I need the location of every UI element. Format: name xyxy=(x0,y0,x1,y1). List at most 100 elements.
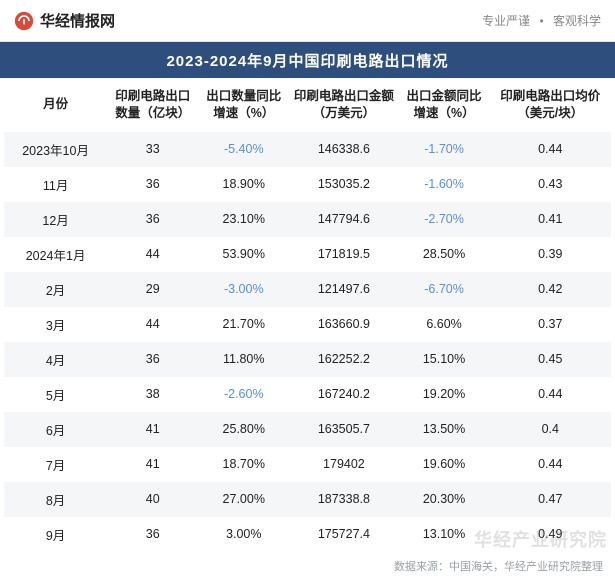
table-cell: 40 xyxy=(107,482,198,517)
table-cell: 36 xyxy=(107,202,198,237)
table-cell: 36 xyxy=(107,517,198,552)
slogan: 专业严谨 • 客观科学 xyxy=(482,12,601,29)
slogan-dot: • xyxy=(539,14,543,28)
col-header: 印刷电路出口均价（美元/块） xyxy=(490,78,611,132)
table-cell: 6月 xyxy=(4,412,107,447)
table-cell: 179402 xyxy=(289,447,398,482)
table-cell: -2.70% xyxy=(399,202,490,237)
table-cell: 11.80% xyxy=(198,342,289,377)
table-cell: -2.60% xyxy=(198,377,289,412)
table-cell: 12月 xyxy=(4,202,107,237)
slogan-b: 客观科学 xyxy=(553,14,601,28)
table-cell: 2024年1月 xyxy=(4,237,107,272)
table-cell: 41 xyxy=(107,412,198,447)
table-cell: 121497.6 xyxy=(289,272,398,307)
col-header: 月份 xyxy=(4,78,107,132)
table-cell: 0.41 xyxy=(490,202,611,237)
table-cell: 44 xyxy=(107,307,198,342)
table-row: 11月3618.90%153035.2-1.60%0.43 xyxy=(4,167,611,202)
table-cell: -6.70% xyxy=(399,272,490,307)
table-cell: 36 xyxy=(107,342,198,377)
table-cell: -1.70% xyxy=(399,132,490,167)
table-cell: 18.70% xyxy=(198,447,289,482)
table-cell: 167240.2 xyxy=(289,377,398,412)
topbar: 华经情报网 专业严谨 • 客观科学 xyxy=(0,0,615,42)
table-cell: 171819.5 xyxy=(289,237,398,272)
page-title: 2023-2024年9月中国印刷电路出口情况 xyxy=(166,50,448,71)
table-head: 月份 印刷电路出口数量（亿块） 出口数量同比增速（%） 印刷电路出口金额（万美元… xyxy=(4,78,611,132)
table-cell: 163505.7 xyxy=(289,412,398,447)
table-cell: 7月 xyxy=(4,447,107,482)
table-cell: 27.00% xyxy=(198,482,289,517)
data-source: 数据来源：中国海关，华经产业研究院整理 xyxy=(394,558,603,574)
table-cell: 0.49 xyxy=(490,517,611,552)
table-row: 5月38-2.60%167240.219.20%0.44 xyxy=(4,377,611,412)
col-header: 印刷电路出口数量（亿块） xyxy=(107,78,198,132)
table-cell: 0.4 xyxy=(490,412,611,447)
table-cell: 29 xyxy=(107,272,198,307)
table-cell: 0.44 xyxy=(490,447,611,482)
table-cell: 33 xyxy=(107,132,198,167)
table-cell: 146338.6 xyxy=(289,132,398,167)
table-cell: 2月 xyxy=(4,272,107,307)
table-row: 2024年1月4453.90%171819.528.50%0.39 xyxy=(4,237,611,272)
col-header: 出口金额同比增速（%） xyxy=(399,78,490,132)
table-cell: 18.90% xyxy=(198,167,289,202)
title-band: 2023-2024年9月中国印刷电路出口情况 xyxy=(0,42,615,78)
table-cell: 36 xyxy=(107,167,198,202)
table-cell: 0.47 xyxy=(490,482,611,517)
brand-name: 华经情报网 xyxy=(40,10,115,31)
table-cell: 13.10% xyxy=(399,517,490,552)
table-cell: 162252.2 xyxy=(289,342,398,377)
table-cell: 9月 xyxy=(4,517,107,552)
table-cell: 20.30% xyxy=(399,482,490,517)
table-cell: 2023年10月 xyxy=(4,132,107,167)
table-cell: 6.60% xyxy=(399,307,490,342)
table-cell: 44 xyxy=(107,237,198,272)
table-cell: 23.10% xyxy=(198,202,289,237)
table-cell: 0.39 xyxy=(490,237,611,272)
table-cell: 153035.2 xyxy=(289,167,398,202)
table-cell: 28.50% xyxy=(399,237,490,272)
table-cell: 8月 xyxy=(4,482,107,517)
table-row: 9月363.00%175727.413.10%0.49 xyxy=(4,517,611,552)
table-cell: 0.44 xyxy=(490,377,611,412)
table-cell: 19.20% xyxy=(399,377,490,412)
table-cell: 0.44 xyxy=(490,132,611,167)
table-body: 2023年10月33-5.40%146338.6-1.70%0.4411月361… xyxy=(4,132,611,552)
table-cell: 3.00% xyxy=(198,517,289,552)
col-header: 出口数量同比增速（%） xyxy=(198,78,289,132)
table-row: 8月4027.00%187338.820.30%0.47 xyxy=(4,482,611,517)
table-cell: 21.70% xyxy=(198,307,289,342)
table-cell: 38 xyxy=(107,377,198,412)
table-cell: 187338.8 xyxy=(289,482,398,517)
export-table: 月份 印刷电路出口数量（亿块） 出口数量同比增速（%） 印刷电路出口金额（万美元… xyxy=(4,78,611,552)
table-cell: 15.10% xyxy=(399,342,490,377)
table-cell: 0.45 xyxy=(490,342,611,377)
brand-icon xyxy=(14,11,34,31)
table-wrap: 月份 印刷电路出口数量（亿块） 出口数量同比增速（%） 印刷电路出口金额（万美元… xyxy=(0,78,615,552)
table-row: 2023年10月33-5.40%146338.6-1.70%0.44 xyxy=(4,132,611,167)
table-row: 7月4118.70%17940219.60%0.44 xyxy=(4,447,611,482)
table-cell: 25.80% xyxy=(198,412,289,447)
table-cell: 0.37 xyxy=(490,307,611,342)
table-row: 6月4125.80%163505.713.50%0.4 xyxy=(4,412,611,447)
table-row: 12月3623.10%147794.6-2.70%0.41 xyxy=(4,202,611,237)
slogan-a: 专业严谨 xyxy=(482,14,530,28)
table-row: 2月29-3.00%121497.6-6.70%0.42 xyxy=(4,272,611,307)
table-cell: 5月 xyxy=(4,377,107,412)
table-row: 4月3611.80%162252.215.10%0.45 xyxy=(4,342,611,377)
table-cell: -5.40% xyxy=(198,132,289,167)
brand: 华经情报网 xyxy=(14,10,115,31)
table-cell: 4月 xyxy=(4,342,107,377)
table-cell: 3月 xyxy=(4,307,107,342)
table-cell: -3.00% xyxy=(198,272,289,307)
col-header: 印刷电路出口金额（万美元） xyxy=(289,78,398,132)
table-cell: 13.50% xyxy=(399,412,490,447)
table-cell: 175727.4 xyxy=(289,517,398,552)
table-cell: -1.60% xyxy=(399,167,490,202)
table-cell: 0.43 xyxy=(490,167,611,202)
table-cell: 41 xyxy=(107,447,198,482)
table-cell: 0.42 xyxy=(490,272,611,307)
table-cell: 53.90% xyxy=(198,237,289,272)
